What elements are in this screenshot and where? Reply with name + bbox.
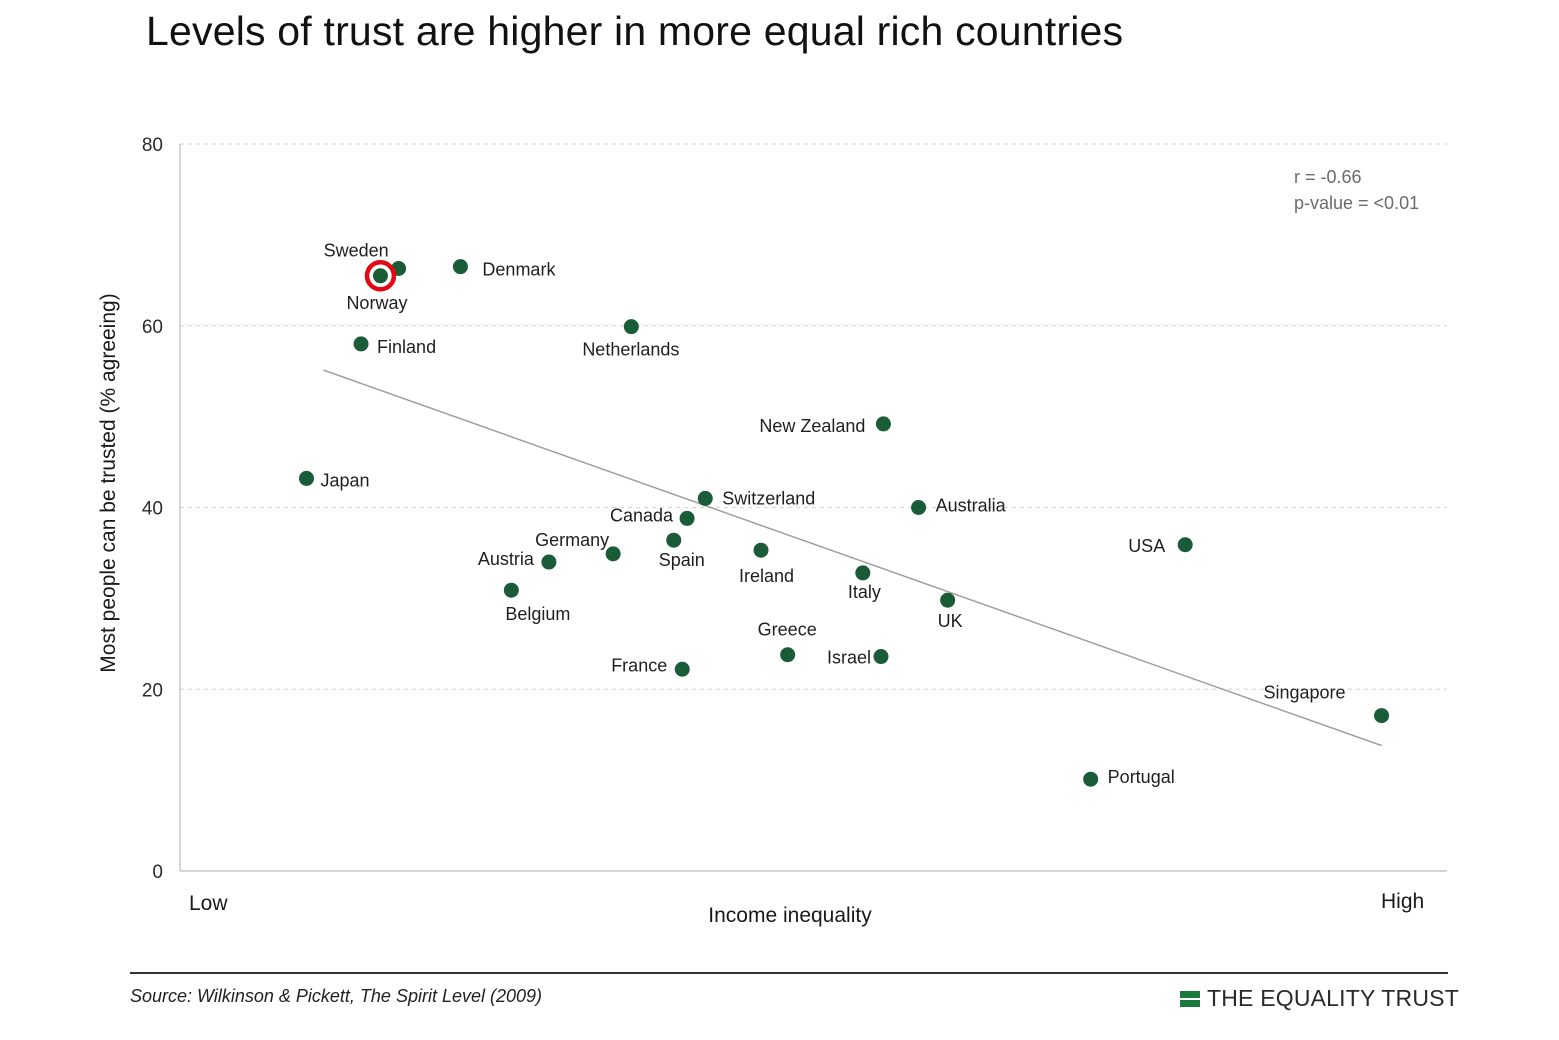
point-label-singapore: Singapore: [1263, 683, 1345, 703]
chart-title: Levels of trust are higher in more equal…: [146, 8, 1124, 54]
data-point-portugal: [1083, 771, 1099, 787]
data-point-usa: [1177, 537, 1193, 553]
data-point-spain: [666, 532, 682, 548]
point-label-sweden: Sweden: [324, 240, 389, 260]
y-axis-title: Most people can be trusted (% agreeing): [97, 293, 120, 672]
brand-logo: THE EQUALITY TRUST: [1180, 985, 1459, 1012]
data-point-belgium: [503, 582, 519, 598]
point-label-canada: Canada: [610, 505, 674, 525]
point-label-netherlands: Netherlands: [582, 340, 679, 360]
y-tick-label-0: 0: [152, 862, 163, 883]
highlight-ring-norway: [364, 260, 397, 292]
data-point-japan: [299, 470, 315, 486]
data-point-germany: [605, 546, 621, 562]
data-point-netherlands: [623, 319, 639, 335]
point-label-belgium: Belgium: [505, 604, 570, 624]
data-point-italy: [855, 565, 871, 581]
trendline: [323, 369, 1382, 747]
data-point-israel: [873, 649, 889, 665]
correlation-p-value: p-value = <0.01: [1294, 193, 1419, 213]
equality-trust-logo-icon: [1180, 990, 1200, 1008]
source-citation: Source: Wilkinson & Pickett, The Spirit …: [130, 986, 543, 1006]
point-label-usa: USA: [1128, 536, 1165, 556]
axis-layer: 0 20 40 60 80: [142, 135, 1447, 883]
data-point-denmark: [452, 259, 468, 275]
data-points-layer: [299, 259, 1390, 787]
data-point-canada: [679, 510, 695, 526]
point-label-italy: Italy: [848, 582, 881, 602]
data-point-france: [674, 661, 690, 677]
point-label-portugal: Portugal: [1108, 767, 1175, 787]
point-label-switzerland: Switzerland: [722, 488, 815, 508]
correlation-r: r = -0.66: [1294, 167, 1362, 187]
point-label-france: France: [611, 655, 667, 675]
point-label-austria: Austria: [478, 549, 535, 569]
point-label-denmark: Denmark: [482, 260, 556, 280]
point-label-australia: Australia: [936, 496, 1007, 516]
brand-name: THE EQUALITY TRUST: [1207, 985, 1459, 1011]
data-point-australia: [911, 500, 927, 515]
data-point-uk: [940, 592, 956, 608]
data-point-austria: [541, 554, 557, 570]
data-point-ireland: [753, 542, 769, 558]
x-axis-title: Income inequality: [708, 904, 872, 927]
data-point-greece: [780, 647, 796, 663]
y-tick-label-40: 40: [142, 499, 163, 520]
y-tick-label-20: 20: [142, 680, 163, 701]
y-tick-label-60: 60: [142, 317, 163, 338]
point-label-israel: Israel: [827, 648, 871, 668]
trendline-layer: [323, 369, 1382, 747]
data-point-finland: [353, 336, 369, 352]
point-label-japan: Japan: [321, 470, 370, 490]
point-label-new-zealand: New Zealand: [759, 416, 865, 436]
data-point-norway: [372, 268, 388, 284]
footer-divider: [130, 972, 1448, 974]
data-point-new-zealand: [875, 416, 891, 432]
x-axis-low-label: Low: [189, 892, 228, 915]
data-point-switzerland: [697, 490, 713, 506]
point-label-greece: Greece: [758, 620, 817, 640]
grid-layer: [180, 143, 1447, 690]
point-labels-layer: Sweden Norway Denmark Finland Netherlands Jap…: [321, 240, 1346, 787]
point-label-norway: Norway: [346, 293, 407, 313]
point-label-spain: Spain: [659, 550, 705, 570]
data-point-singapore: [1374, 708, 1390, 724]
point-label-finland: Finland: [377, 337, 436, 357]
y-tick-label-80: 80: [142, 135, 163, 156]
x-axis-high-label: High: [1381, 890, 1424, 913]
point-label-uk: UK: [938, 611, 963, 631]
point-label-ireland: Ireland: [739, 566, 794, 586]
point-label-germany: Germany: [535, 530, 609, 550]
